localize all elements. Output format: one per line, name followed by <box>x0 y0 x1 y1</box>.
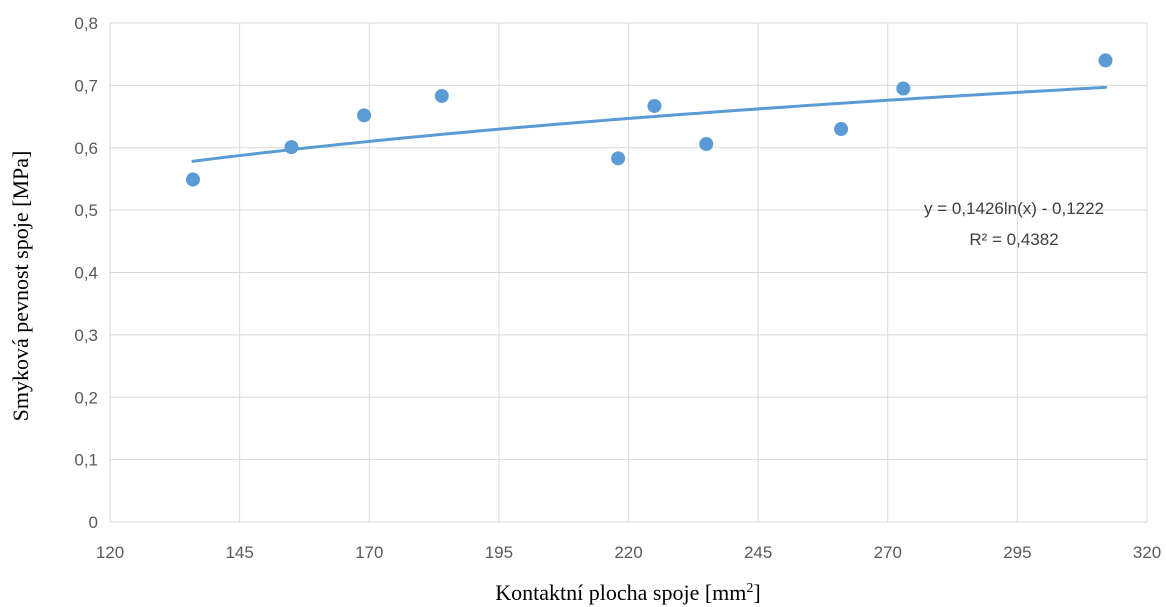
gridlines <box>110 22 1148 522</box>
y-tick-label: 0,8 <box>74 14 98 33</box>
x-axis-title-end: ] <box>753 580 760 605</box>
y-tick-label: 0,1 <box>74 451 98 470</box>
x-axis-title-text: Kontaktní plocha spoje [mm <box>495 580 746 605</box>
trendline <box>191 85 1108 163</box>
y-tick-label: 0,2 <box>74 388 98 407</box>
x-tick-label: 245 <box>744 543 772 562</box>
x-tick-label: 320 <box>1133 543 1161 562</box>
data-points <box>185 53 1113 187</box>
trendline-equation: y = 0,1426ln(x) - 0,1222 <box>924 199 1104 218</box>
data-point <box>647 98 662 113</box>
y-tick-label: 0,5 <box>74 201 98 220</box>
x-tick-label: 145 <box>225 543 253 562</box>
data-point <box>699 137 714 152</box>
trendline-layer <box>191 85 1108 163</box>
x-tick-label: 120 <box>96 543 124 562</box>
tick-labels: 0 0,1 0,2 0,3 0,4 0,5 0,6 0,7 0,8 120 145 170 195 220… <box>74 14 1161 562</box>
trendline-r-squared: R² = 0,4382 <box>969 230 1058 249</box>
data-point <box>896 81 911 96</box>
x-axis-title: Kontaktní plocha spoje [mm2] <box>495 580 760 605</box>
data-point <box>834 122 849 137</box>
data-point <box>284 140 299 155</box>
y-tick-label: 0,4 <box>74 264 98 283</box>
x-tick-label: 170 <box>355 543 383 562</box>
data-point <box>1098 53 1113 68</box>
data-point <box>611 151 626 166</box>
data-point <box>434 88 449 103</box>
x-tick-label: 220 <box>614 543 642 562</box>
y-tick-label: 0,6 <box>74 139 98 158</box>
x-tick-label: 295 <box>1003 543 1031 562</box>
x-tick-label: 270 <box>874 543 902 562</box>
x-axis-title-superscript: 2 <box>746 581 753 596</box>
y-tick-label: 0,3 <box>74 326 98 345</box>
y-tick-label: 0 <box>89 513 98 532</box>
y-tick-label: 0,7 <box>74 76 98 95</box>
axes <box>109 23 1147 523</box>
y-axis-title: Smyková pevnost spoje [MPa] <box>8 151 33 422</box>
data-point <box>357 108 372 123</box>
data-point <box>185 172 200 187</box>
x-tick-label: 195 <box>485 543 513 562</box>
